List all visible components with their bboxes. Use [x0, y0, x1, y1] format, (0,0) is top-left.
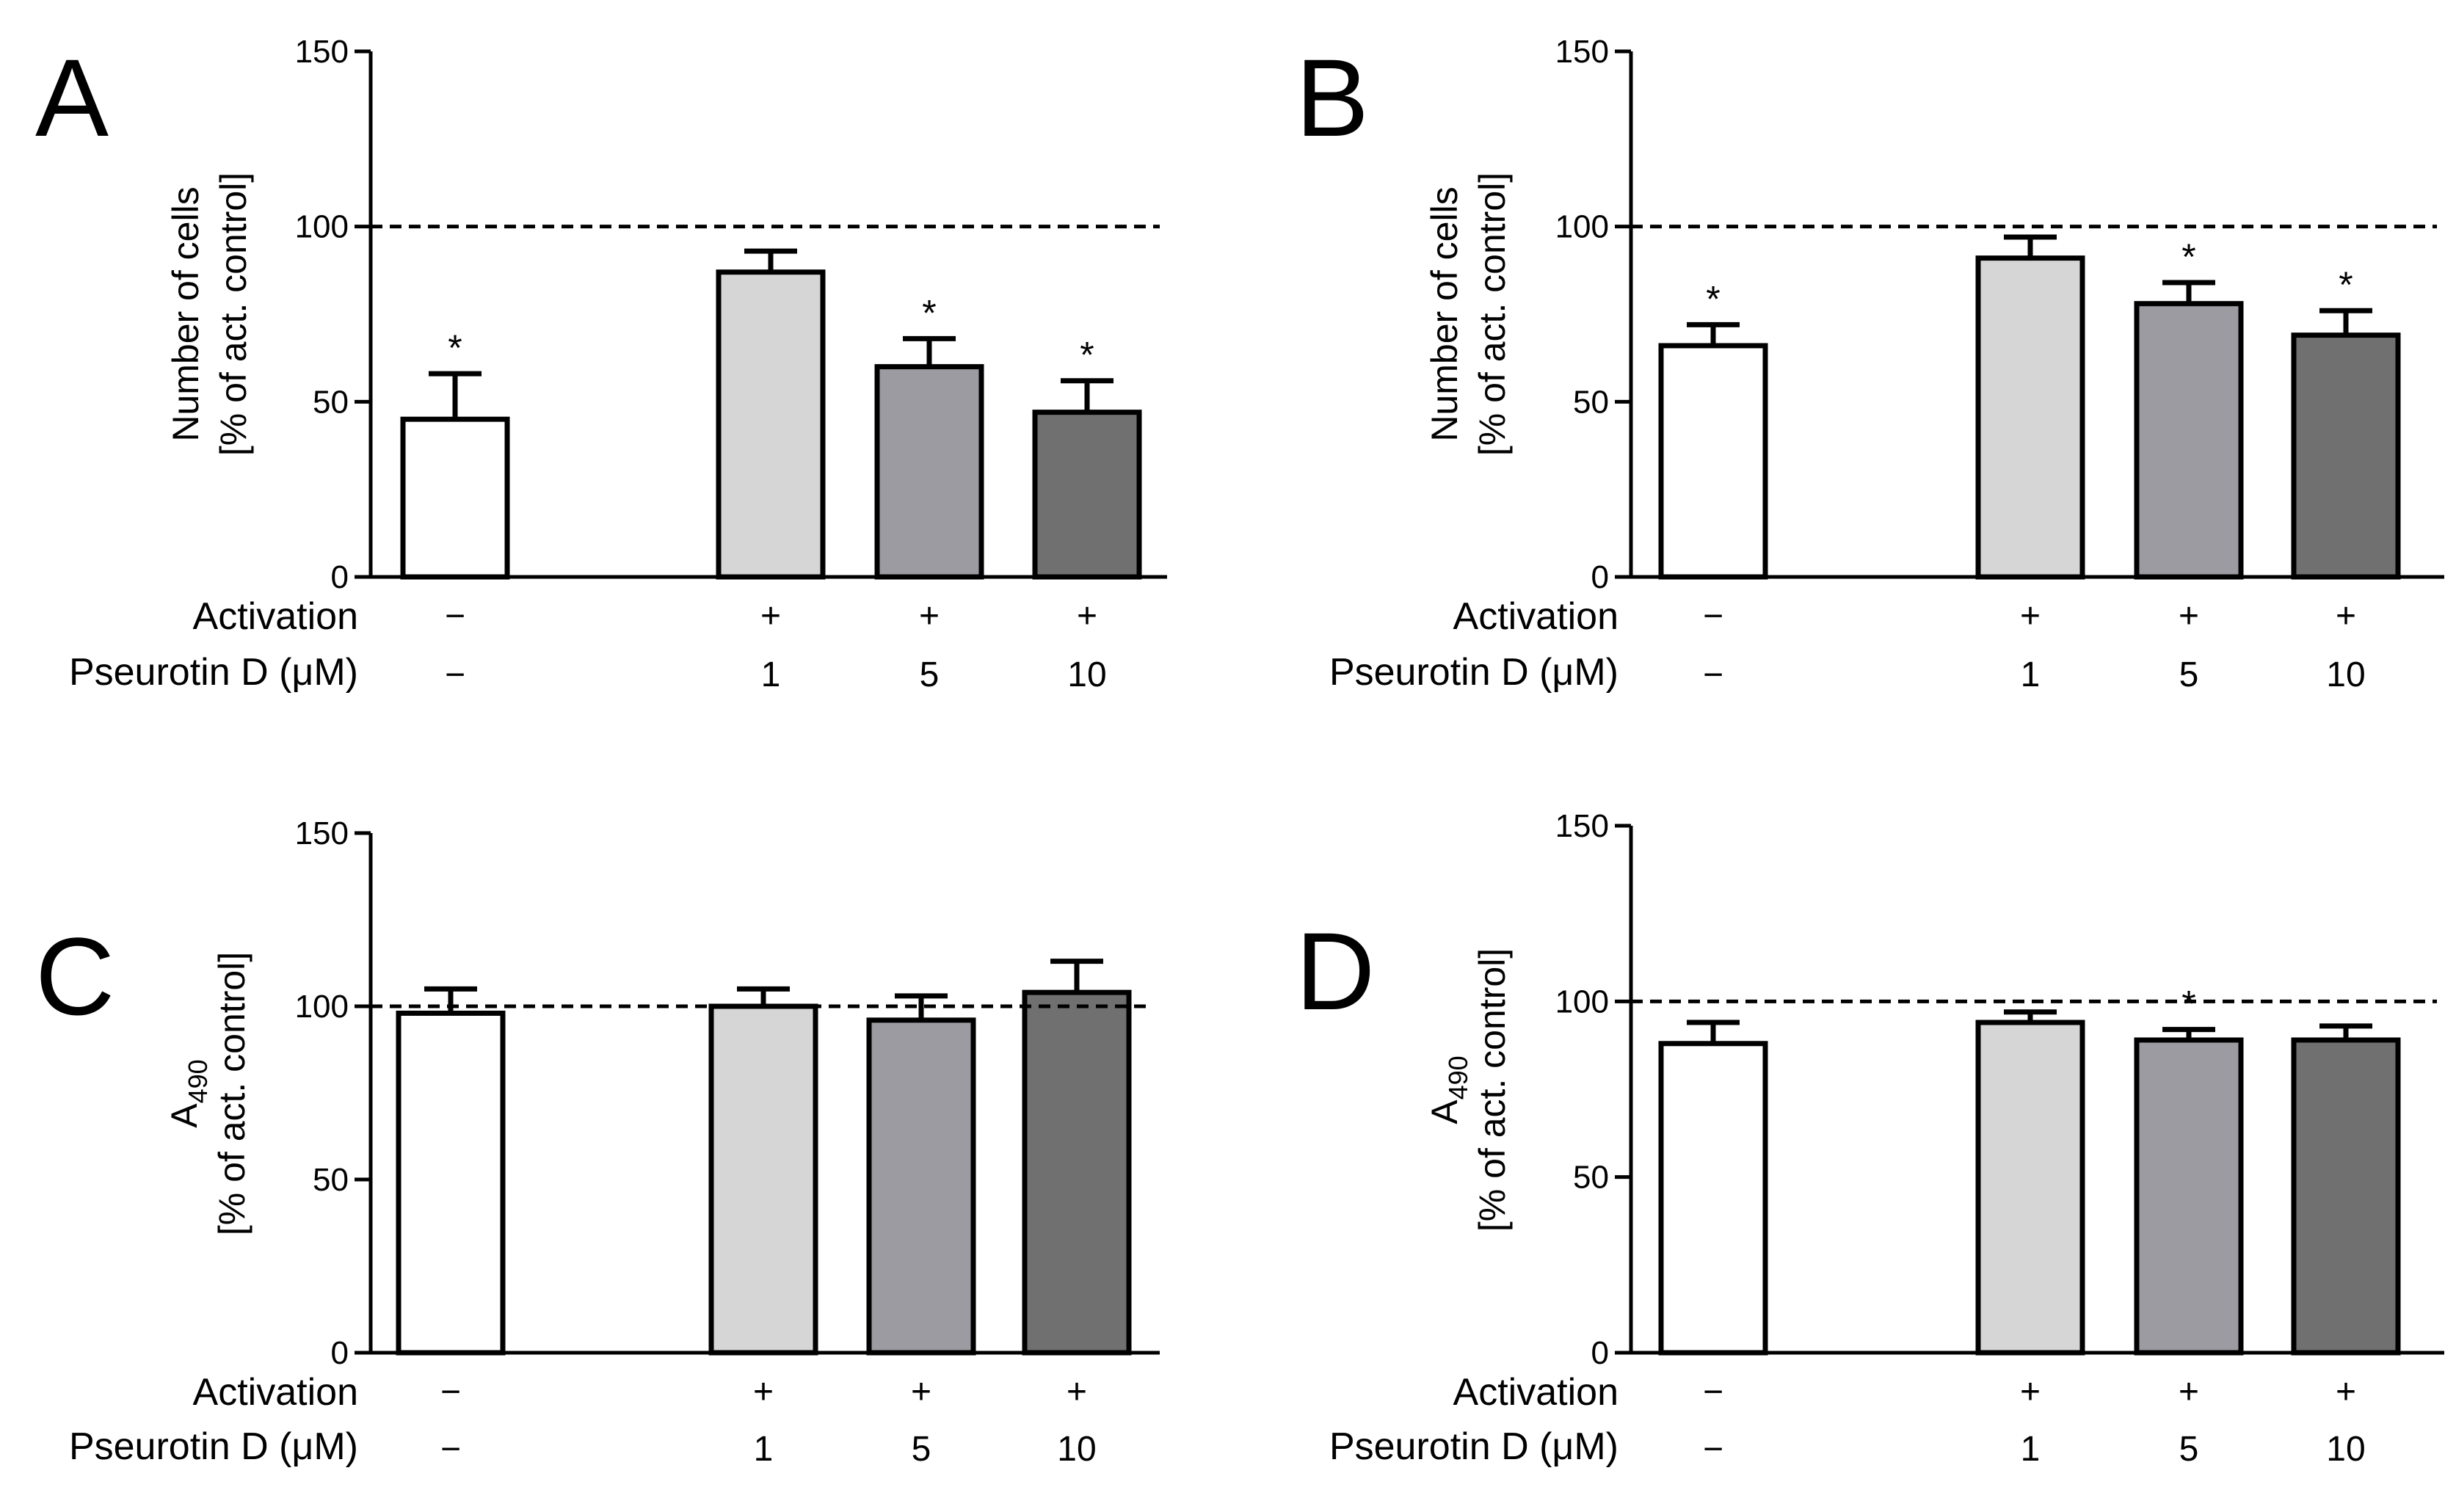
y-tick-label: 50	[313, 384, 349, 420]
y-tick-label: 150	[295, 815, 349, 851]
panel-d: D 0 50 100 150 A490[% of act. control] − − +1 * +5…	[1296, 808, 2444, 1469]
activation-value: +	[2179, 597, 2199, 636]
activation-value: +	[2336, 597, 2356, 636]
bar	[2134, 1037, 2244, 1356]
activation-row-label: Activation	[193, 1371, 358, 1414]
y-axis-label-subscript: 490	[183, 1059, 213, 1103]
panel-b: B 0 50 100 150 Number of cells [% of act. cont…	[1296, 34, 2444, 694]
pseurotin-row-label: Pseurotin D (μM)	[69, 651, 358, 694]
y-tick-label: 150	[1555, 808, 1609, 844]
bar	[1658, 343, 1768, 580]
y-tick-label: 150	[295, 34, 349, 70]
activation-value: +	[919, 597, 940, 636]
activation-row-label: Activation	[193, 595, 358, 638]
significance-star: *	[2181, 236, 2195, 277]
pseurotin-value: 5	[920, 655, 940, 694]
activation-value: +	[1067, 1373, 1087, 1411]
pseurotin-row-label: Pseurotin D (μM)	[69, 1425, 358, 1468]
significance-star: *	[2339, 264, 2353, 305]
panel-letter: A	[35, 36, 109, 159]
activation-value: +	[1077, 597, 1097, 636]
bar	[866, 1017, 976, 1356]
y-axis-label-line-1: A490	[164, 1059, 213, 1127]
y-tick-label: 50	[1573, 384, 1609, 420]
significance-star: *	[2181, 984, 2195, 1025]
bar	[396, 1010, 506, 1356]
activation-value: +	[2020, 1373, 2041, 1411]
bar	[2291, 332, 2401, 580]
y-axis-label-line-1: A490	[1424, 1055, 1473, 1124]
panel-letter: B	[1296, 36, 1369, 159]
activation-value: +	[911, 1373, 931, 1411]
pseurotin-value: 10	[2326, 655, 2365, 694]
pseurotin-value: −	[445, 655, 465, 694]
activation-value: +	[760, 597, 781, 636]
bar	[2291, 1037, 2401, 1356]
pseurotin-value: −	[440, 1430, 461, 1469]
significance-star: *	[1080, 335, 1094, 376]
bar	[1975, 1019, 2085, 1356]
activation-value: −	[1703, 1373, 1723, 1411]
panel-a: A 0 50 100 150 Number of cells [% of act. cont…	[35, 34, 1167, 694]
bar	[1975, 255, 2085, 580]
y-tick-label: 100	[1555, 209, 1609, 245]
pseurotin-value: 5	[2179, 1430, 2199, 1469]
y-tick-label: 100	[1555, 984, 1609, 1019]
pseurotin-value: 5	[912, 1430, 931, 1469]
y-tick-label: 100	[295, 989, 349, 1025]
pseurotin-value: 10	[2326, 1430, 2365, 1469]
y-axis-label-line-2: [% of act. control]	[1472, 172, 1513, 456]
y-tick-label: 50	[1573, 1160, 1609, 1196]
pseurotin-value: −	[1703, 655, 1723, 694]
y-tick-label: 0	[1591, 559, 1609, 595]
significance-star: *	[922, 292, 936, 333]
y-tick-label: 50	[313, 1162, 349, 1198]
y-axis-label-line-1: Number of cells	[1424, 186, 1465, 441]
activation-value: −	[440, 1373, 461, 1411]
y-tick-label: 0	[331, 559, 349, 595]
y-tick-label: 150	[1555, 34, 1609, 70]
panel-letter: C	[35, 915, 115, 1038]
bar	[2134, 301, 2244, 580]
pseurotin-value: 1	[2021, 1430, 2041, 1469]
bar	[708, 1003, 818, 1356]
activation-value: +	[2336, 1373, 2356, 1411]
bar	[1658, 1041, 1768, 1356]
y-axis-label-subscript: 490	[1443, 1055, 1473, 1100]
y-axis-label-line-1: Number of cells	[165, 186, 206, 441]
pseurotin-row-label: Pseurotin D (μM)	[1329, 651, 1618, 694]
pseurotin-value: 10	[1067, 655, 1106, 694]
pseurotin-row-label: Pseurotin D (μM)	[1329, 1425, 1618, 1468]
pseurotin-value: 10	[1057, 1430, 1096, 1469]
activation-row-label: Activation	[1453, 1371, 1618, 1414]
y-tick-label: 100	[295, 209, 349, 245]
pseurotin-value: −	[1703, 1430, 1723, 1469]
bar	[1022, 989, 1132, 1356]
y-axis-label-line-2: [% of act. control]	[213, 172, 254, 456]
activation-value: +	[753, 1373, 774, 1411]
y-axis-label-line-2: [% of act. control]	[211, 952, 252, 1235]
pseurotin-value: 1	[761, 655, 781, 694]
pseurotin-value: 1	[754, 1430, 774, 1469]
significance-star: *	[1706, 278, 1720, 319]
activation-value: −	[1703, 597, 1723, 636]
bar	[1032, 410, 1142, 580]
y-tick-label: 0	[1591, 1335, 1609, 1371]
activation-value: −	[445, 597, 465, 636]
activation-value: +	[2179, 1373, 2199, 1411]
bar	[874, 364, 984, 580]
bar	[716, 269, 826, 580]
pseurotin-value: 5	[2179, 655, 2199, 694]
y-axis-label-line-2: [% of act. control]	[1472, 948, 1513, 1232]
significance-star: *	[448, 327, 462, 368]
activation-row-label: Activation	[1453, 595, 1618, 638]
y-tick-label: 0	[331, 1335, 349, 1371]
panel-c: C 0 50 100 150 A490[% of act. control] − − +1 +5 +…	[35, 815, 1160, 1469]
activation-value: +	[2020, 597, 2041, 636]
pseurotin-value: 1	[2021, 655, 2041, 694]
panel-letter: D	[1296, 909, 1375, 1033]
bar	[400, 416, 510, 580]
